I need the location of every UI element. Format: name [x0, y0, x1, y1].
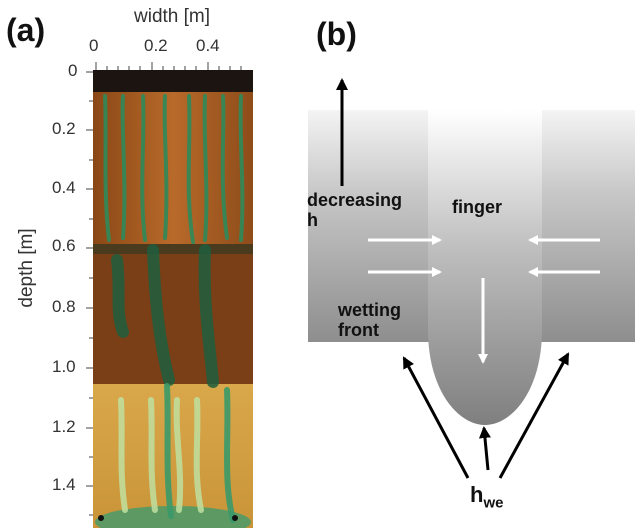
soil-profile-photo: [93, 70, 253, 528]
label-decreasing: decreasing: [307, 190, 403, 210]
y-tick-label: 0.2: [52, 119, 76, 138]
y-tick-label: 1.4: [52, 475, 76, 494]
x-tick-label: 0: [89, 36, 99, 55]
arrow-black-to-right-front: [498, 352, 570, 479]
y-tick-label: 0.4: [52, 178, 76, 197]
arrow-black-to-finger-tip: [478, 426, 491, 471]
x-axis-title: width [m]: [134, 6, 211, 27]
label-hwe: hwe: [470, 482, 504, 513]
label-front: front: [338, 320, 379, 340]
finger-shape: [428, 110, 542, 425]
y-tick-label: 0.8: [52, 297, 76, 316]
panel-b-label: (b): [316, 16, 357, 52]
label-finger: finger: [452, 197, 503, 217]
finger-diagram: [308, 78, 635, 479]
y-tick-label: 0: [68, 61, 78, 80]
y-tick-label: 1.0: [52, 357, 76, 376]
x-tick-label: 0.2: [144, 36, 168, 55]
label-hwe-main: h: [470, 482, 484, 507]
label-wetting: wetting: [338, 300, 401, 320]
y-tick-label: 0.6: [52, 236, 76, 255]
arrow-black-to-left-front: [402, 356, 470, 479]
axis-ticks: [86, 62, 242, 516]
panel-a-label: (a): [6, 12, 46, 48]
x-tick-label: 0.4: [196, 36, 220, 55]
y-tick-label: 1.2: [52, 417, 76, 436]
label-hwe-sub: we: [483, 494, 504, 512]
label-h: h: [307, 210, 318, 230]
